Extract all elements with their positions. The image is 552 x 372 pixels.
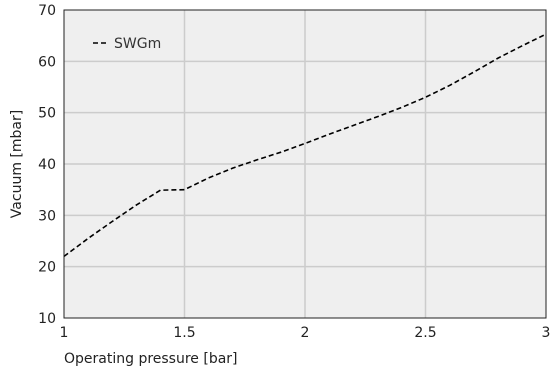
legend-label: SWGm	[114, 36, 161, 52]
y-tick-label: 50	[38, 106, 56, 122]
data-point	[472, 70, 476, 74]
data-point	[134, 203, 138, 207]
data-point	[231, 166, 235, 170]
data-point	[496, 56, 500, 60]
data-point	[424, 95, 428, 99]
y-tick-label: 70	[38, 3, 56, 19]
data-point	[86, 236, 90, 240]
x-tick-label: 3	[542, 325, 551, 341]
y-axis-label: Vacuum [mbar]	[9, 110, 25, 218]
data-point	[448, 83, 452, 87]
data-point	[110, 219, 114, 223]
data-point	[399, 106, 403, 110]
y-tick-label: 30	[38, 208, 56, 224]
x-tick-label: 2.5	[414, 325, 436, 341]
plot-frame	[63, 9, 547, 319]
data-point	[207, 176, 211, 180]
data-point	[279, 150, 283, 154]
data-point	[183, 188, 187, 192]
x-tick-label: 1	[60, 325, 69, 341]
y-tick-label: 20	[38, 260, 56, 276]
x-tick-label: 2	[301, 325, 310, 341]
data-point	[303, 141, 307, 145]
series-layer	[63, 33, 547, 258]
data-point	[255, 158, 259, 162]
legend: SWGm	[93, 36, 161, 52]
data-point	[327, 132, 331, 136]
data-point	[158, 188, 162, 192]
data-point	[351, 124, 355, 128]
y-tick-label: 40	[38, 157, 56, 173]
x-tick-label: 1.5	[173, 325, 195, 341]
data-point	[520, 44, 524, 48]
x-axis-label: Operating pressure [bar]	[64, 351, 238, 367]
y-tick-label: 10	[38, 311, 56, 327]
data-point	[375, 115, 379, 119]
grid-lines	[64, 10, 546, 318]
y-tick-label: 60	[38, 54, 56, 70]
x-axis-ticks: 1 1.5 2 2.5 3	[60, 325, 551, 341]
series-line-swgm	[63, 33, 547, 258]
y-axis-ticks: 10 20 30 40 50 60 70	[38, 3, 56, 327]
